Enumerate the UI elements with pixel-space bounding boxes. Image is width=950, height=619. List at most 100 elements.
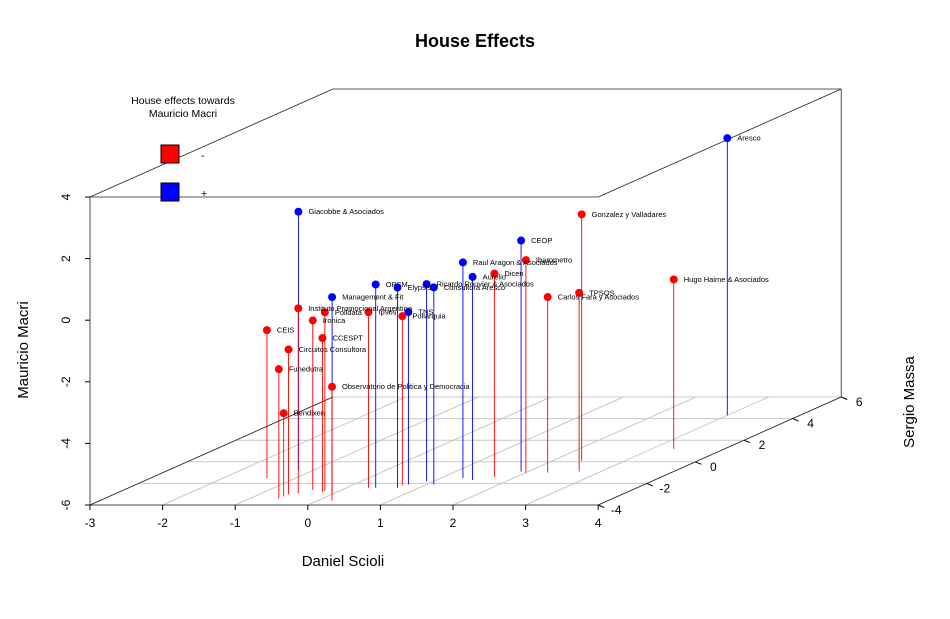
- point-label: Bendixen: [294, 409, 325, 418]
- point-label: Dicen: [504, 269, 523, 278]
- legend-title-line1: House effects towards: [131, 95, 235, 107]
- grid-line-x: [525, 396, 769, 506]
- data-point: [517, 236, 526, 245]
- z-axis-title: Sergio Massa: [901, 355, 918, 447]
- y-axis-ticks: -6 -4 -2 0 2 4: [59, 193, 90, 510]
- y-tick-label: -2: [59, 376, 73, 387]
- point-label: Raul Aragon & Asociados: [473, 258, 558, 267]
- point-label: Funedutra: [289, 365, 324, 374]
- data-point: [404, 308, 413, 316]
- data-point: [458, 258, 467, 267]
- data-point: [294, 207, 303, 216]
- data-point: [371, 280, 380, 289]
- point-label: Ibarometro: [536, 256, 572, 265]
- data-point: [521, 256, 530, 265]
- point-label: Observatorio de Politica y Democracia: [342, 382, 470, 391]
- data-point: [274, 365, 283, 374]
- x-tick-label: 3: [522, 516, 529, 530]
- z-tick-mark: [695, 461, 702, 465]
- point-label: Circuitos Consultora: [299, 345, 367, 354]
- y-axis-title: Mauricio Macri: [15, 301, 32, 399]
- z-axis-ticks: -4 -2 0 2 4 6: [598, 395, 863, 517]
- data-point: [294, 304, 303, 313]
- z-tick-mark: [598, 504, 605, 508]
- point-label: Ironica: [323, 316, 346, 325]
- point-label: Consultora Aresco: [444, 283, 505, 292]
- point-label: Carlos Fara y Asociados: [558, 293, 640, 302]
- point-label: TNS: [418, 308, 433, 317]
- data-point: [328, 382, 337, 391]
- z-tick-label: -4: [611, 503, 622, 517]
- data-point: [669, 275, 678, 284]
- point-label: Hugo Haime & Asociados: [684, 275, 769, 284]
- data-point: [308, 316, 317, 325]
- y-tick-label: 2: [59, 255, 73, 262]
- x-axis-title: Daniel Scioli: [302, 553, 385, 570]
- x-tick-label: -1: [230, 516, 241, 530]
- data-point: [320, 308, 329, 317]
- box-edge: [89, 396, 334, 506]
- data-point: [575, 288, 584, 297]
- point-label: Gonzalez y Valladares: [592, 210, 667, 219]
- legend-swatch-positive: [160, 182, 180, 202]
- z-tick-label: -2: [659, 481, 670, 495]
- y-tick-label: 0: [59, 317, 73, 324]
- legend-swatch-negative: [160, 144, 180, 164]
- x-tick-label: 1: [377, 516, 384, 530]
- point-label: CCESPT: [332, 334, 363, 343]
- x-axis-ticks: -3 -2 -1 0 1 2 3 4: [85, 505, 602, 530]
- box-edge: [598, 88, 842, 198]
- drop-lines: [266, 138, 728, 501]
- data-point: [284, 345, 293, 354]
- point-label: Instituto Promocional Argentino: [308, 304, 412, 313]
- x-tick-label: 2: [450, 516, 457, 530]
- point-label: CEOP: [531, 236, 552, 245]
- point-label: Polldata: [335, 308, 363, 317]
- point-label: CEIS: [277, 326, 295, 335]
- point-label: Ipsos: [378, 308, 396, 317]
- z-tick-mark: [841, 396, 848, 400]
- z-tick-mark: [646, 482, 653, 487]
- grid-line-x: [234, 396, 479, 506]
- data-point: [543, 293, 552, 302]
- data-points: Aresco Hugo Haime & Asociados Gonzalez y V…: [262, 134, 769, 418]
- point-label: Aurelio: [483, 272, 506, 281]
- floor-grid: [89, 396, 842, 506]
- legend-label-negative: -: [201, 150, 205, 162]
- legend-title-line2: Mauricio Macri: [149, 108, 217, 120]
- data-point: [262, 326, 271, 335]
- box-edge: [89, 88, 334, 198]
- y-tick-label: -6: [59, 499, 73, 510]
- data-point: [328, 293, 337, 302]
- z-tick-label: 0: [710, 460, 717, 474]
- grid-line-x: [380, 396, 624, 506]
- data-point: [364, 308, 373, 317]
- data-point: [490, 269, 499, 278]
- point-label: Elypsis: [408, 283, 432, 292]
- grid-line-x: [307, 396, 552, 506]
- z-tick-mark: [743, 439, 751, 444]
- point-label: TPSOS: [589, 288, 614, 297]
- data-point: [393, 283, 402, 292]
- box-edge: [598, 396, 842, 506]
- legend: House effects towards Mauricio Macri - +: [131, 95, 235, 202]
- data-point: [279, 409, 288, 418]
- x-tick-label: -3: [85, 516, 96, 530]
- z-tick-label: 4: [807, 417, 814, 431]
- x-tick-label: 4: [595, 516, 602, 530]
- point-label: Poliarquia: [412, 312, 446, 321]
- grid-line-x: [452, 396, 697, 506]
- data-point: [318, 334, 327, 343]
- plot-box: [89, 88, 842, 506]
- x-tick-label: -2: [157, 516, 168, 530]
- point-label: Giacobbe & Asociados: [308, 207, 384, 216]
- y-tick-label: -4: [59, 438, 73, 449]
- data-point: [398, 312, 407, 321]
- point-label: Management & Fit: [342, 293, 404, 302]
- point-label: Aresco: [737, 134, 760, 143]
- chart-title: House Effects: [415, 31, 535, 51]
- z-tick-label: 2: [759, 438, 766, 452]
- data-point: [468, 272, 477, 281]
- z-tick-label: 6: [856, 395, 863, 409]
